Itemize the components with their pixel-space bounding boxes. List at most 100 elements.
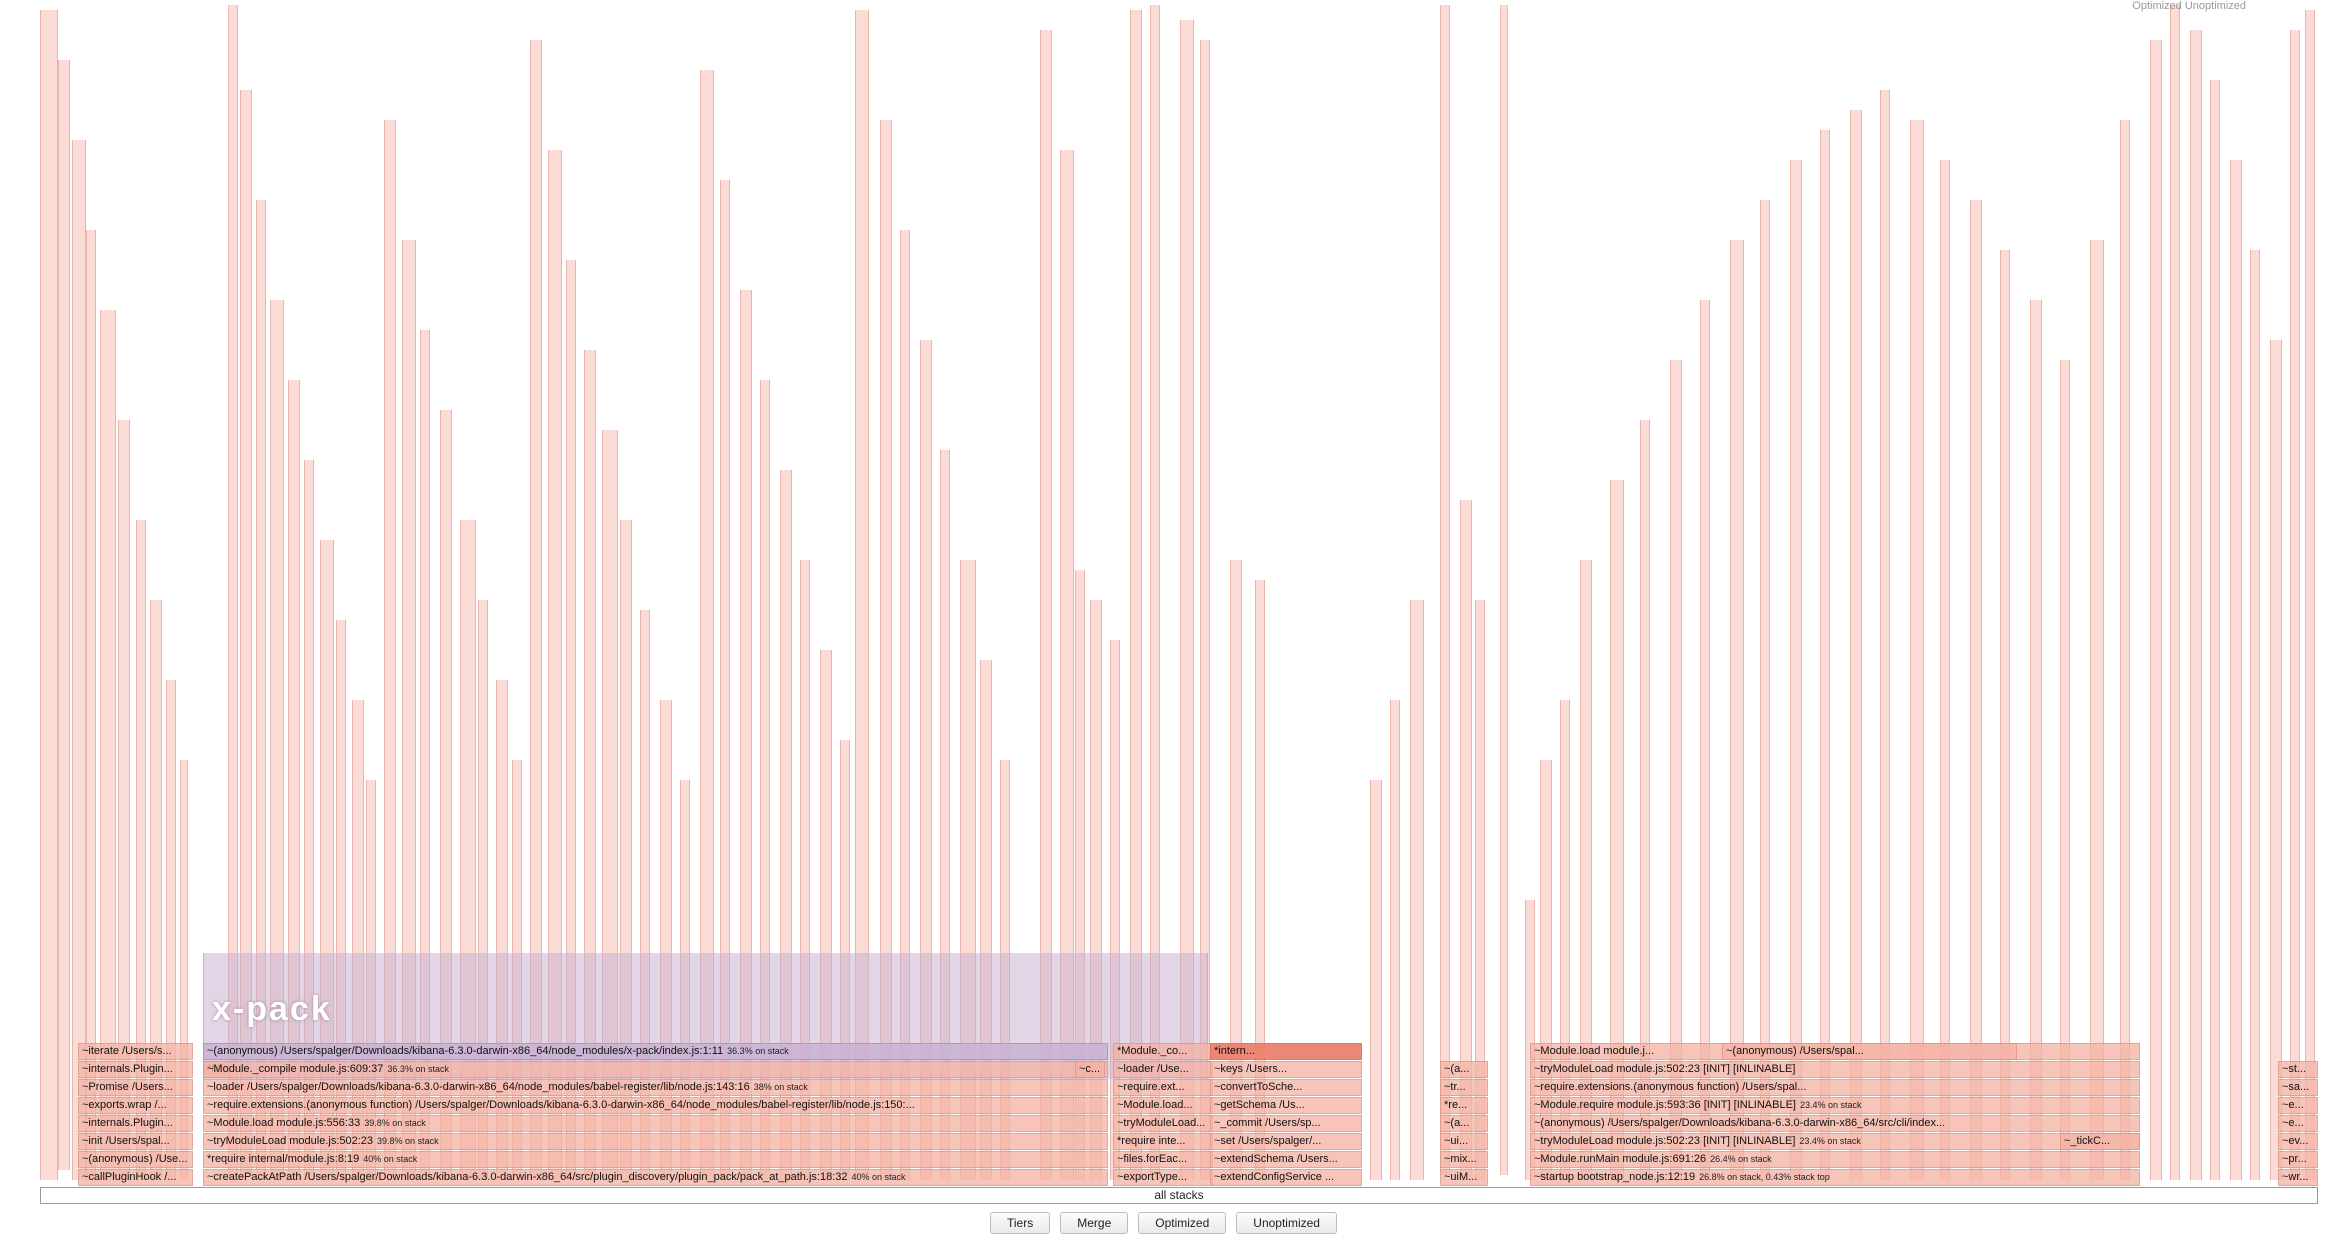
stack-frame[interactable]: ~exportType... xyxy=(1113,1169,1213,1186)
flame-stack-column[interactable] xyxy=(2290,30,2300,1180)
stack-frame[interactable]: ~pr... xyxy=(2278,1151,2318,1168)
flame-stack-column[interactable] xyxy=(1410,600,1424,1180)
unoptimized-button[interactable]: Unoptimized xyxy=(1236,1212,1337,1234)
stack-frame[interactable]: ~tryModuleLoad module.js:502:23 [INIT] [… xyxy=(1530,1133,2140,1150)
flame-stack-column[interactable] xyxy=(1940,160,1950,1180)
flame-stack-column[interactable] xyxy=(1180,20,1194,1180)
flame-stack-column[interactable] xyxy=(1060,150,1074,1180)
stack-frame[interactable]: ~tryModuleLoad module.js:502:23 [INIT] [… xyxy=(1530,1061,2140,1078)
optimized-button[interactable]: Optimized xyxy=(1138,1212,1227,1234)
flame-stack-column[interactable] xyxy=(855,10,869,1180)
flame-stack-column[interactable] xyxy=(2090,240,2104,1180)
flame-stack-column[interactable] xyxy=(720,180,730,1180)
stack-frame[interactable]: ~keys /Users... xyxy=(1210,1061,1362,1078)
stack-frame[interactable]: ~_tickC... xyxy=(2060,1133,2140,1150)
flame-stack-column[interactable] xyxy=(940,450,950,1180)
stack-frame[interactable]: ~getSchema /Us... xyxy=(1210,1097,1362,1114)
flame-stack-column[interactable] xyxy=(180,760,188,1180)
flame-stack-column[interactable] xyxy=(566,260,576,1180)
stack-frame[interactable]: ~mix... xyxy=(1440,1151,1488,1168)
flame-stack-column[interactable] xyxy=(1475,600,1485,1180)
flame-stack-column[interactable] xyxy=(1460,500,1472,1180)
stack-frame[interactable]: ~Promise /Users... xyxy=(78,1079,193,1096)
stack-frame[interactable]: ~callPluginHook /... xyxy=(78,1169,193,1186)
stack-frame[interactable]: ~exports.wrap /... xyxy=(78,1097,193,1114)
stack-frame[interactable]: ~files.forEac... xyxy=(1113,1151,1213,1168)
stack-frame[interactable]: ~c... xyxy=(1075,1061,1105,1078)
stack-frame[interactable]: ~internals.Plugin... xyxy=(78,1115,193,1132)
flame-stack-column[interactable] xyxy=(40,10,58,1180)
stack-frame[interactable]: ~(anonymous) /Users/spalger/Downloads/ki… xyxy=(1530,1115,2140,1132)
flame-stack-column[interactable] xyxy=(304,460,314,1180)
stack-frame[interactable]: ~st... xyxy=(2278,1061,2318,1078)
flame-stack-column[interactable] xyxy=(150,600,162,1180)
stack-frame[interactable]: ~Module._compile module.js:609:37 36.3% o… xyxy=(203,1061,1108,1078)
flame-stack-column[interactable] xyxy=(700,70,714,1180)
stack-frame[interactable]: ~ui... xyxy=(1440,1133,1488,1150)
stack-frame[interactable]: ~(anonymous) /Users/spal... xyxy=(1722,1043,2017,1060)
flame-stack-column[interactable] xyxy=(1760,200,1770,1180)
flame-stack-column[interactable] xyxy=(118,420,130,1180)
stack-frame[interactable]: ~Module.load module.js:556:33 39.8% on st… xyxy=(203,1115,1108,1132)
flame-stack-column[interactable] xyxy=(1370,780,1382,1180)
stack-frame[interactable]: *Module._co... xyxy=(1113,1043,1213,1060)
stack-frame[interactable]: ~e... xyxy=(2278,1115,2318,1132)
stack-frame[interactable]: ~convertToSche... xyxy=(1210,1079,1362,1096)
flame-stack-column[interactable] xyxy=(2060,360,2070,1180)
flame-stack-column[interactable] xyxy=(760,380,770,1180)
flame-stack-column[interactable] xyxy=(2000,250,2010,1180)
flame-stack-column[interactable] xyxy=(1670,360,1682,1180)
flame-stack-column[interactable] xyxy=(1700,300,1710,1180)
flame-stack-column[interactable] xyxy=(548,150,562,1180)
stack-frame[interactable]: ~iterate /Users/s... xyxy=(78,1043,193,1060)
flame-stack-column[interactable] xyxy=(1910,120,1924,1180)
flame-stack-column[interactable] xyxy=(2305,10,2315,1180)
flame-stack-column[interactable] xyxy=(1880,90,1890,1180)
flame-stack-column[interactable] xyxy=(800,560,810,1180)
flame-stack-column[interactable] xyxy=(1130,10,1142,1180)
flame-stack-column[interactable] xyxy=(1640,420,1650,1180)
flame-stack-column[interactable] xyxy=(1560,700,1570,1180)
stack-frame[interactable]: ~loader /Users/spalger/Downloads/kibana-… xyxy=(203,1079,1108,1096)
stack-frame[interactable]: ~e... xyxy=(2278,1097,2318,1114)
stack-frame[interactable]: ~require.extensions.(anonymous function)… xyxy=(1530,1079,2140,1096)
flame-stack-column[interactable] xyxy=(100,310,116,1180)
flame-stack-column[interactable] xyxy=(336,620,346,1180)
stack-frame[interactable]: ~Module.load... xyxy=(1113,1097,1213,1114)
stack-frame[interactable]: ~require.ext... xyxy=(1113,1079,1213,1096)
flame-stack-column[interactable] xyxy=(86,230,96,1180)
stack-frame[interactable]: *intern... xyxy=(1210,1043,1362,1060)
flame-graph[interactable]: ~callPluginHook /... ~createPackAtPath /U… xyxy=(0,0,2341,1200)
flame-stack-column[interactable] xyxy=(166,680,176,1180)
flame-stack-column[interactable] xyxy=(240,90,252,1180)
stack-frame[interactable]: ~tryModuleLoad... xyxy=(1113,1115,1213,1132)
flame-stack-column[interactable] xyxy=(2250,250,2260,1180)
flame-stack-column[interactable] xyxy=(2210,80,2220,1180)
flame-stack-column[interactable] xyxy=(1610,480,1624,1180)
flame-stack-column[interactable] xyxy=(72,140,86,1180)
flame-stack-column[interactable] xyxy=(1820,130,1830,1180)
flame-stack-column[interactable] xyxy=(1850,110,1862,1180)
flame-stack-column[interactable] xyxy=(1390,700,1400,1180)
flame-stack-column[interactable] xyxy=(1200,40,1210,1180)
flame-stack-column[interactable] xyxy=(1440,5,1450,1175)
flame-stack-column[interactable] xyxy=(1075,570,1085,1180)
stack-frame[interactable]: *require internal/module.js:8:19 40% on s… xyxy=(203,1151,1108,1168)
stack-frame[interactable]: ~wr... xyxy=(2278,1169,2318,1186)
stack-frame[interactable]: ~internals.Plugin... xyxy=(78,1061,193,1078)
flame-stack-column[interactable] xyxy=(2190,30,2202,1180)
stack-frame[interactable]: ~startup bootstrap_node.js:12:19 26.8% on… xyxy=(1530,1169,2140,1186)
flame-stack-column[interactable] xyxy=(384,120,396,1180)
stack-frame[interactable]: ~ev... xyxy=(2278,1133,2318,1150)
stack-frame[interactable]: ~tryModuleLoad module.js:502:23 39.8% on … xyxy=(203,1133,1108,1150)
stack-frame[interactable]: ~createPackAtPath /Users/spalger/Downloa… xyxy=(203,1169,1108,1186)
flame-stack-column[interactable] xyxy=(2270,340,2282,1180)
stack-frame[interactable]: ~uiM... xyxy=(1440,1169,1488,1186)
flame-stack-column[interactable] xyxy=(1500,5,1508,1175)
stack-frame[interactable]: ~extendConfigService ... xyxy=(1210,1169,1362,1186)
stack-frame[interactable]: ~tr... xyxy=(1440,1079,1488,1096)
flame-stack-column[interactable] xyxy=(1525,900,1535,1180)
flame-stack-column[interactable] xyxy=(1230,560,1242,1180)
stack-frame[interactable]: ~(anonymous) /Users/spalger/Downloads/ki… xyxy=(203,1043,1108,1060)
flame-stack-column[interactable] xyxy=(1150,5,1160,1180)
